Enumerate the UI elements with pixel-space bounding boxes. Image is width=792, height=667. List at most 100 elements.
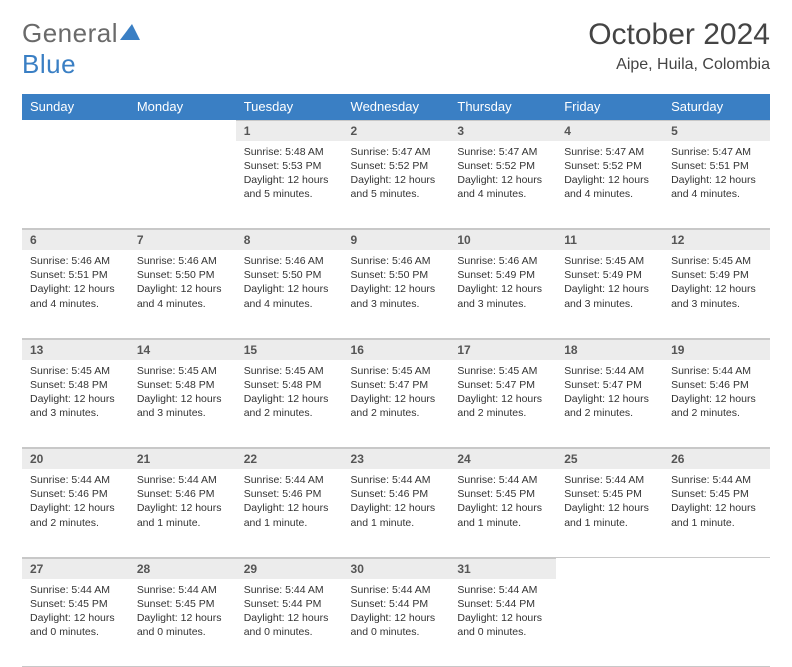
daylight-text: Daylight: 12 hours and 0 minutes. — [457, 611, 548, 639]
daynum-cell: 17 — [449, 338, 556, 360]
day-body-cell: Sunrise: 5:44 AMSunset: 5:44 PMDaylight:… — [449, 579, 556, 667]
daylight-text: Daylight: 12 hours and 1 minute. — [564, 501, 655, 529]
sunset-text: Sunset: 5:51 PM — [30, 268, 121, 282]
day-number: 6 — [22, 229, 129, 250]
title-block: October 2024 Aipe, Huila, Colombia — [588, 18, 770, 74]
daylight-text: Daylight: 12 hours and 2 minutes. — [30, 501, 121, 529]
weekday-header: Tuesday — [236, 94, 343, 120]
day-cell: Sunrise: 5:48 AMSunset: 5:53 PMDaylight:… — [236, 141, 343, 208]
weekday-header: Saturday — [663, 94, 770, 120]
day-number: 7 — [129, 229, 236, 250]
day-number: 24 — [449, 448, 556, 469]
daynum-cell: 26 — [663, 448, 770, 470]
day-body-cell: Sunrise: 5:44 AMSunset: 5:45 PMDaylight:… — [556, 469, 663, 557]
daynum-cell: 21 — [129, 448, 236, 470]
sunrise-text: Sunrise: 5:44 AM — [244, 583, 335, 597]
sunrise-text: Sunrise: 5:47 AM — [351, 145, 442, 159]
sunrise-text: Sunrise: 5:47 AM — [671, 145, 762, 159]
daynum-cell: 5 — [663, 120, 770, 141]
empty-cell — [129, 120, 236, 141]
daynum-cell: 8 — [236, 229, 343, 251]
location-text: Aipe, Huila, Colombia — [588, 56, 770, 74]
daylight-text: Daylight: 12 hours and 1 minute. — [457, 501, 548, 529]
day-cell: Sunrise: 5:47 AMSunset: 5:52 PMDaylight:… — [556, 141, 663, 208]
week-row: Sunrise: 5:46 AMSunset: 5:51 PMDaylight:… — [22, 250, 770, 338]
sunrise-text: Sunrise: 5:45 AM — [351, 364, 442, 378]
day-cell: Sunrise: 5:45 AMSunset: 5:47 PMDaylight:… — [449, 360, 556, 427]
day-body-cell: Sunrise: 5:47 AMSunset: 5:52 PMDaylight:… — [556, 141, 663, 229]
day-body-cell: Sunrise: 5:44 AMSunset: 5:46 PMDaylight:… — [236, 469, 343, 557]
sunrise-text: Sunrise: 5:45 AM — [457, 364, 548, 378]
sunset-text: Sunset: 5:46 PM — [30, 487, 121, 501]
sunset-text: Sunset: 5:53 PM — [244, 159, 335, 173]
daynum-cell: 12 — [663, 229, 770, 251]
day-body-cell: Sunrise: 5:46 AMSunset: 5:49 PMDaylight:… — [449, 250, 556, 338]
sunrise-text: Sunrise: 5:44 AM — [30, 583, 121, 597]
sunset-text: Sunset: 5:47 PM — [457, 378, 548, 392]
daylight-text: Daylight: 12 hours and 1 minute. — [351, 501, 442, 529]
sunset-text: Sunset: 5:45 PM — [137, 597, 228, 611]
daylight-text: Daylight: 12 hours and 2 minutes. — [564, 392, 655, 420]
sunset-text: Sunset: 5:50 PM — [137, 268, 228, 282]
daylight-text: Daylight: 12 hours and 3 minutes. — [671, 282, 762, 310]
empty-cell — [556, 579, 663, 667]
sunset-text: Sunset: 5:50 PM — [244, 268, 335, 282]
daynum-cell: 7 — [129, 229, 236, 251]
daynum-cell: 10 — [449, 229, 556, 251]
day-body-cell: Sunrise: 5:45 AMSunset: 5:47 PMDaylight:… — [449, 360, 556, 448]
sunrise-text: Sunrise: 5:44 AM — [564, 364, 655, 378]
empty-cell — [22, 120, 129, 141]
daynum-cell: 27 — [22, 557, 129, 579]
day-number: 19 — [663, 339, 770, 360]
day-body-cell: Sunrise: 5:45 AMSunset: 5:47 PMDaylight:… — [343, 360, 450, 448]
daynum-row: 20212223242526 — [22, 448, 770, 470]
sunrise-text: Sunrise: 5:44 AM — [564, 473, 655, 487]
day-cell: Sunrise: 5:45 AMSunset: 5:49 PMDaylight:… — [556, 250, 663, 317]
daylight-text: Daylight: 12 hours and 0 minutes. — [137, 611, 228, 639]
day-cell: Sunrise: 5:47 AMSunset: 5:52 PMDaylight:… — [449, 141, 556, 208]
day-cell: Sunrise: 5:44 AMSunset: 5:46 PMDaylight:… — [236, 469, 343, 536]
day-cell: Sunrise: 5:46 AMSunset: 5:50 PMDaylight:… — [236, 250, 343, 317]
daylight-text: Daylight: 12 hours and 0 minutes. — [351, 611, 442, 639]
daylight-text: Daylight: 12 hours and 2 minutes. — [671, 392, 762, 420]
sunrise-text: Sunrise: 5:45 AM — [564, 254, 655, 268]
day-number: 9 — [343, 229, 450, 250]
day-cell: Sunrise: 5:46 AMSunset: 5:50 PMDaylight:… — [343, 250, 450, 317]
day-body-cell: Sunrise: 5:46 AMSunset: 5:50 PMDaylight:… — [343, 250, 450, 338]
sunset-text: Sunset: 5:45 PM — [564, 487, 655, 501]
day-cell: Sunrise: 5:45 AMSunset: 5:49 PMDaylight:… — [663, 250, 770, 317]
daylight-text: Daylight: 12 hours and 1 minute. — [244, 501, 335, 529]
sunset-text: Sunset: 5:52 PM — [564, 159, 655, 173]
day-number: 27 — [22, 558, 129, 579]
day-number: 14 — [129, 339, 236, 360]
day-number: 26 — [663, 448, 770, 469]
day-cell: Sunrise: 5:44 AMSunset: 5:46 PMDaylight:… — [22, 469, 129, 536]
day-number: 12 — [663, 229, 770, 250]
daylight-text: Daylight: 12 hours and 4 minutes. — [671, 173, 762, 201]
daynum-cell: 23 — [343, 448, 450, 470]
daynum-cell: 16 — [343, 338, 450, 360]
day-cell: Sunrise: 5:46 AMSunset: 5:50 PMDaylight:… — [129, 250, 236, 317]
sunrise-text: Sunrise: 5:45 AM — [671, 254, 762, 268]
sunrise-text: Sunrise: 5:46 AM — [30, 254, 121, 268]
daylight-text: Daylight: 12 hours and 4 minutes. — [564, 173, 655, 201]
day-cell: Sunrise: 5:47 AMSunset: 5:52 PMDaylight:… — [343, 141, 450, 208]
empty-cell — [22, 141, 129, 229]
daynum-cell: 30 — [343, 557, 450, 579]
sunrise-text: Sunrise: 5:46 AM — [351, 254, 442, 268]
empty-cell — [663, 579, 770, 667]
weekday-header: Sunday — [22, 94, 129, 120]
day-body-cell: Sunrise: 5:44 AMSunset: 5:46 PMDaylight:… — [22, 469, 129, 557]
day-body-cell: Sunrise: 5:44 AMSunset: 5:44 PMDaylight:… — [236, 579, 343, 667]
daylight-text: Daylight: 12 hours and 4 minutes. — [244, 282, 335, 310]
day-number: 1 — [236, 120, 343, 141]
daynum-row: 13141516171819 — [22, 338, 770, 360]
daynum-row: 2728293031 — [22, 557, 770, 579]
day-number: 8 — [236, 229, 343, 250]
sunrise-text: Sunrise: 5:44 AM — [244, 473, 335, 487]
day-body-cell: Sunrise: 5:44 AMSunset: 5:46 PMDaylight:… — [343, 469, 450, 557]
day-cell: Sunrise: 5:45 AMSunset: 5:47 PMDaylight:… — [343, 360, 450, 427]
daylight-text: Daylight: 12 hours and 2 minutes. — [351, 392, 442, 420]
day-cell: Sunrise: 5:46 AMSunset: 5:51 PMDaylight:… — [22, 250, 129, 317]
sunset-text: Sunset: 5:44 PM — [351, 597, 442, 611]
